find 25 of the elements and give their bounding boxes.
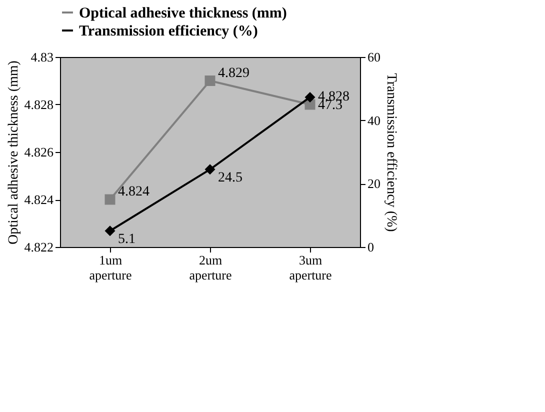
- data-label: 4.824: [118, 184, 150, 200]
- y-axis-title: Optical adhesive thickness (mm): [6, 60, 22, 244]
- point: [204, 164, 216, 175]
- data-label: 4.829: [218, 66, 250, 81]
- point: [104, 194, 116, 205]
- y2-axis-title: Transmission efficiency (%): [384, 73, 398, 232]
- y-tick-label: 4.824: [24, 192, 54, 207]
- x-tick-label: 1um aperture: [89, 252, 132, 282]
- y-tick-label: 4.828: [24, 97, 54, 112]
- point: [104, 226, 116, 236]
- data-label: 24.5: [218, 170, 242, 186]
- point: [304, 92, 316, 102]
- data-label: 5.1: [118, 232, 136, 247]
- point: [204, 76, 216, 86]
- legend-label: Optical adhesive thickness (mm): [79, 6, 287, 22]
- y-tick-label: 4.822: [24, 240, 54, 254]
- y2-tick-label: 20: [368, 176, 380, 192]
- y2-tick-label: 60: [368, 50, 380, 64]
- y-tick-label: 4.826: [24, 144, 54, 160]
- y2-tick-label: 0: [368, 240, 374, 254]
- x-tick-label: 2um aperture: [189, 252, 232, 282]
- legend-label: Transmission efficiency (%): [79, 24, 258, 40]
- x-tick-label: 3um aperture: [289, 252, 332, 282]
- y2-tick-label: 40: [368, 112, 380, 128]
- y-tick-label: 4.83: [30, 50, 54, 64]
